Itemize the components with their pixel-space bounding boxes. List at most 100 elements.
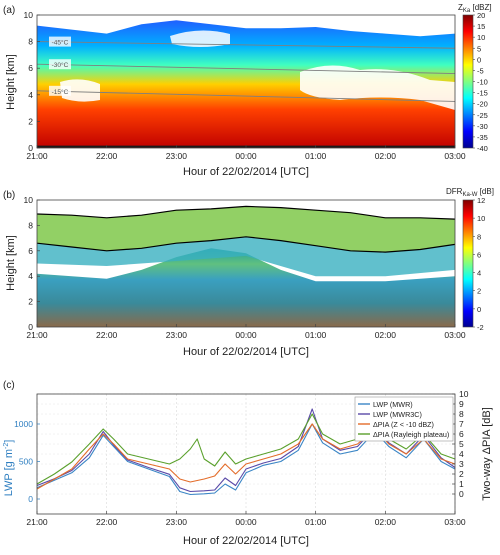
y-left-tick-label: 0	[28, 494, 33, 504]
y-left-tick-label: 500	[19, 457, 33, 467]
colorbar-tick-label: 6	[477, 250, 481, 259]
x-tick-label: 03:00	[444, 151, 466, 161]
colorbar-tick-label: 0	[477, 55, 481, 64]
dfr-mid-field	[37, 236, 455, 277]
reflectivity-gap	[60, 79, 100, 102]
y-right-tick-label: 9	[459, 399, 464, 409]
colorbar-tick-label: -2	[477, 323, 484, 332]
x-tick-label: 22:00	[96, 151, 118, 161]
panel-c: (c) 21:00 22:00 23:00 00:00 01:00 02:00 03:00 0…	[3, 380, 493, 547]
panel-a: (a) -45°C -30°C -15°C 21:00 22:00 23:00 00:00…	[3, 3, 492, 178]
isotherm-line	[37, 90, 455, 102]
x-tick-label: 01:00	[305, 151, 327, 161]
y-tick-label: 8	[28, 37, 33, 47]
isotherm-label: -15°C	[52, 88, 69, 96]
panel-a-label: (a)	[3, 5, 15, 16]
x-tick-label: 01:00	[305, 330, 327, 340]
panel-b-axes: 21:00 22:00 23:00 00:00 01:00 02:00 03:00 0 2 4 6 8…	[24, 195, 466, 340]
legend-entry: LWP (MWR3C)	[373, 410, 422, 419]
x-tick-label: 21:00	[26, 151, 48, 161]
y-tick-label: 4	[28, 271, 33, 281]
colorbar-tick-label: 15	[477, 22, 485, 31]
panel-a-ylabel: Height [km]	[5, 54, 17, 110]
y-tick-label: 10	[24, 10, 34, 20]
x-tick-label: 21:00	[26, 330, 48, 340]
colorbar-tick-label: 5	[477, 44, 481, 53]
colorbar-tick-label: 10	[477, 33, 485, 42]
colorbar-tick-label: 4	[477, 269, 481, 278]
x-tick-label: 02:00	[375, 517, 397, 527]
panel-a-colorbar	[462, 14, 474, 149]
y-tick-label: 8	[28, 220, 33, 230]
y-right-tick-label: 8	[459, 409, 464, 419]
isotherm-label: -45°C	[52, 39, 69, 47]
x-tick-label: 23:00	[166, 330, 188, 340]
colorbar-tick-label: -15	[477, 89, 488, 98]
colorbar-tick-label: 0	[477, 305, 481, 314]
panel-a-plot-area: -45°C -30°C -15°C	[37, 20, 455, 148]
isotherm-label: -30°C	[52, 61, 69, 69]
legend-box	[354, 396, 454, 442]
isotherm-label-bg	[49, 59, 71, 70]
x-tick-label: 00:00	[235, 330, 257, 340]
isotherm-line	[37, 63, 455, 74]
x-tick-label: 21:00	[26, 517, 48, 527]
x-tick-label: 03:00	[444, 517, 466, 527]
reflectivity-gap	[170, 30, 230, 47]
y-right-tick-label: 2	[459, 469, 464, 479]
y-right-tick-label: 0	[459, 489, 464, 499]
panel-c-legend: LWP (MWR)LWP (MWR3C)ΔPIA (Z < -10 dBZ)ΔP…	[354, 396, 454, 442]
colorbar-tick-label: 8	[477, 232, 481, 241]
x-tick-label: 02:00	[375, 330, 397, 340]
panel-b-ylabel: Height [km]	[5, 235, 17, 291]
dfr-rain-field	[37, 248, 455, 327]
y-right-tick-label: 5	[459, 439, 464, 449]
panel-c-ylabel-left: LWP [g m-2]	[3, 440, 15, 497]
colorbar-tick-label: 2	[477, 287, 481, 296]
isotherm-line	[37, 41, 455, 49]
legend-entry: LWP (MWR)	[373, 400, 413, 409]
dfr-lower-contour	[37, 236, 455, 253]
colorbar-tick-label: -25	[477, 111, 488, 120]
colorbar-tick-label: 20	[477, 11, 485, 20]
y-tick-label: 10	[24, 195, 34, 205]
isotherm-label-bg	[49, 85, 71, 96]
y-right-tick-label: 10	[459, 389, 469, 399]
panel-a-axes: 21:00 22:00 23:00 00:00 01:00 02:00 03:00 0 2 4 6 8…	[24, 10, 466, 161]
legend-entry: ΔPIA (Z < -10 dBZ)	[373, 420, 434, 429]
colorbar-tick-label: -35	[477, 133, 488, 142]
colorbar-tick-label: -10	[477, 78, 488, 87]
colorbar-tick-label: -40	[477, 144, 488, 153]
x-tick-label: 22:00	[96, 330, 118, 340]
y-left-tick-label: 1000	[14, 419, 33, 429]
colorbar-tick-label: -5	[477, 66, 484, 75]
y-tick-label: 2	[28, 297, 33, 307]
panel-b-plot-area	[37, 205, 455, 327]
y-tick-label: 6	[28, 63, 33, 73]
x-tick-label: 23:00	[166, 151, 188, 161]
x-tick-label: 22:00	[96, 517, 118, 527]
panel-a-xlabel: Hour of 22/02/2014 [UTC]	[183, 166, 309, 178]
y-tick-label: 0	[28, 143, 33, 153]
panel-c-ylabel-right: Two-way ΔPIA [dB]	[481, 407, 493, 501]
colorbar-tick-label: -30	[477, 122, 488, 131]
panel-a-colorbar-title: ZKa [dBZ]	[458, 3, 492, 14]
y-tick-label: 6	[28, 246, 33, 256]
colorbar-tick-label: 12	[477, 196, 485, 205]
x-tick-label: 23:00	[166, 517, 188, 527]
dfr-ice-field	[37, 206, 455, 253]
x-tick-label: 02:00	[375, 151, 397, 161]
x-tick-label: 00:00	[235, 151, 257, 161]
isotherm-label-bg	[49, 36, 71, 47]
panel-b: (b) 21:00 22:00 23:00 00:00 01:00 02:00 03:00 0…	[3, 187, 494, 358]
colorbar-tick-label: -20	[477, 100, 488, 109]
panel-a-colorbar-ticks: 20 15 10 5 0 -5 -10 -15 -20 -25 -30 -35 -40	[473, 11, 488, 153]
dfr-upper-contour	[37, 205, 455, 220]
y-right-tick-label: 4	[459, 449, 464, 459]
panel-b-colorbar-ticks: 12 10 8 6 4 2 0 -2	[473, 196, 485, 332]
panel-c-label: (c)	[3, 380, 15, 391]
panel-b-colorbar-title: DFRKa-W [dB]	[446, 187, 494, 198]
legend-entry: ΔPIA (Rayleigh plateau)	[373, 430, 449, 439]
panel-c-xlabel: Hour of 22/02/2014 [UTC]	[183, 535, 309, 547]
